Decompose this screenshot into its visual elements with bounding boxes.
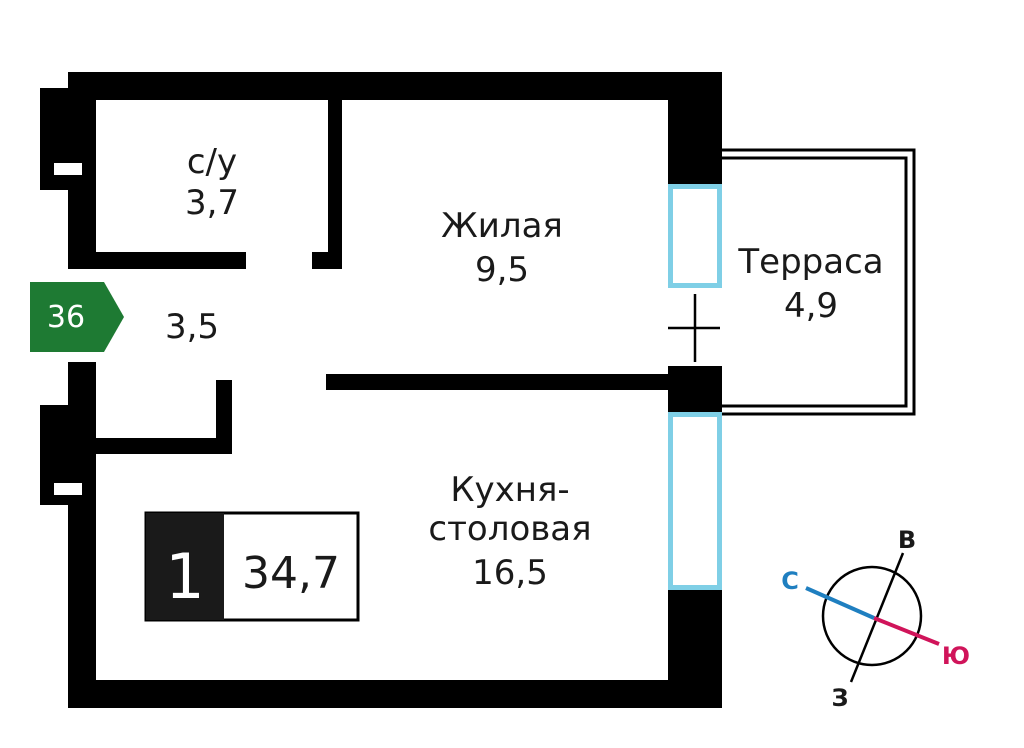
- bottom-wall: [68, 680, 722, 708]
- rooms-count: 1: [165, 540, 204, 613]
- right-wall-top: [668, 72, 722, 186]
- balcony-door-mark: [668, 294, 720, 362]
- kitchen-window: [668, 412, 722, 590]
- kitchen-area: 16,5: [472, 553, 548, 593]
- bathroom-partition-end: [312, 252, 342, 269]
- compass-north-line: [805, 586, 875, 620]
- kitchen-name-line1: Кухня-: [450, 470, 569, 510]
- terrace-outer-line: [722, 148, 916, 416]
- apartment-number-badge: 36: [30, 282, 124, 352]
- kitchen-name-line2: столовая: [428, 509, 591, 549]
- bathroom-name: с/у: [187, 142, 237, 182]
- compass-south-label: Ю: [942, 642, 970, 670]
- living-name: Жилая: [441, 206, 563, 246]
- terrace-area: 4,9: [784, 286, 838, 326]
- terrace-outline: [722, 148, 916, 416]
- hall-area: 3,5: [165, 307, 219, 347]
- compass-east-label: В: [898, 526, 916, 554]
- compass: С Ю В З: [781, 526, 970, 712]
- right-wall-bottom: [668, 590, 722, 708]
- compass-south-line: [873, 616, 940, 646]
- terrace-name: Терраса: [737, 242, 883, 282]
- interior-walls: [68, 96, 672, 454]
- left-wall-lower: [68, 362, 96, 708]
- top-wall: [68, 72, 722, 100]
- rooms-count-panel: [146, 513, 224, 620]
- bathroom-bottom-wall: [68, 252, 246, 269]
- compass-north-label: С: [781, 567, 799, 595]
- vent-slot-upper: [54, 163, 82, 175]
- bathroom-partition: [328, 96, 342, 268]
- niche-wall-vertical: [216, 380, 232, 454]
- niche-wall-horizontal: [68, 438, 232, 454]
- apartment-number: 36: [47, 300, 85, 335]
- bathroom-area: 3,7: [185, 183, 239, 223]
- compass-west-label: З: [831, 684, 848, 712]
- badge-arrow: [30, 282, 124, 352]
- total-area: 34,7: [242, 548, 340, 599]
- vent-slot-lower: [54, 483, 82, 495]
- right-wall-middle: [668, 366, 722, 414]
- area-summary-box: 1 34,7: [144, 511, 360, 622]
- terrace-inner-line: [722, 156, 908, 408]
- living-area: 9,5: [475, 250, 529, 290]
- living-window: [668, 184, 722, 288]
- windows: [668, 184, 722, 590]
- living-kitchen-partition: [326, 374, 672, 390]
- room-labels: с/у 3,7 3,5 Жилая 9,5 Терраса 4,9 Кухня-…: [165, 142, 884, 593]
- compass-circle: [821, 565, 923, 667]
